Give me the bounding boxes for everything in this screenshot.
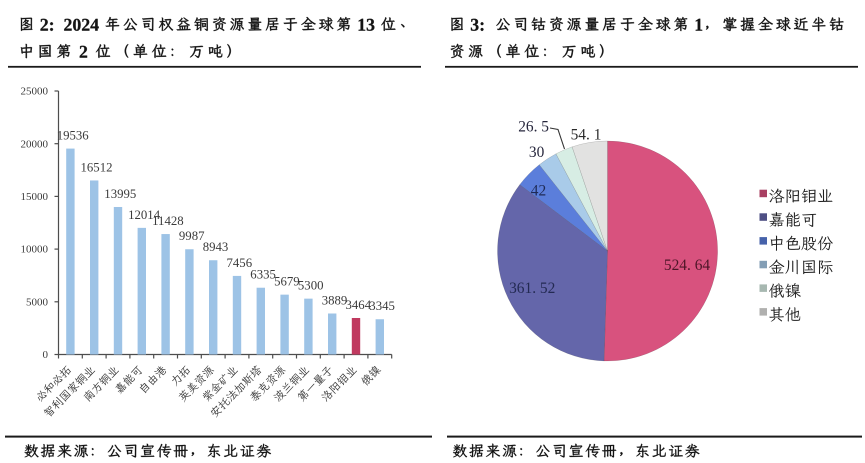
svg-text:26. 5: 26. 5 bbox=[518, 119, 549, 136]
svg-text:11428: 11428 bbox=[152, 214, 184, 228]
svg-text:361. 52: 361. 52 bbox=[509, 280, 555, 297]
svg-text:19536: 19536 bbox=[57, 129, 90, 143]
svg-text:30: 30 bbox=[529, 144, 545, 161]
svg-text:20000: 20000 bbox=[21, 138, 49, 150]
svg-text:10000: 10000 bbox=[21, 244, 49, 256]
svg-text:8943: 8943 bbox=[203, 240, 229, 254]
svg-text:9987: 9987 bbox=[179, 229, 205, 243]
svg-text:16512: 16512 bbox=[81, 161, 113, 175]
svg-text:3345: 3345 bbox=[369, 299, 395, 313]
svg-text:13995: 13995 bbox=[104, 187, 136, 201]
svg-text:15000: 15000 bbox=[21, 191, 49, 203]
svg-text:42: 42 bbox=[531, 183, 546, 200]
svg-text:524. 64: 524. 64 bbox=[664, 257, 710, 274]
svg-text:7456: 7456 bbox=[227, 256, 253, 270]
svg-text:5679: 5679 bbox=[274, 275, 300, 289]
svg-text:5000: 5000 bbox=[26, 296, 49, 308]
svg-text:5300: 5300 bbox=[298, 279, 324, 293]
svg-text:54. 1: 54. 1 bbox=[571, 127, 602, 144]
svg-text:3889: 3889 bbox=[322, 294, 348, 308]
svg-text:0: 0 bbox=[43, 349, 49, 361]
svg-text:12014: 12014 bbox=[128, 208, 161, 222]
svg-text:25000: 25000 bbox=[21, 86, 49, 98]
svg-text:3464: 3464 bbox=[346, 298, 372, 312]
svg-text:6335: 6335 bbox=[250, 268, 276, 282]
